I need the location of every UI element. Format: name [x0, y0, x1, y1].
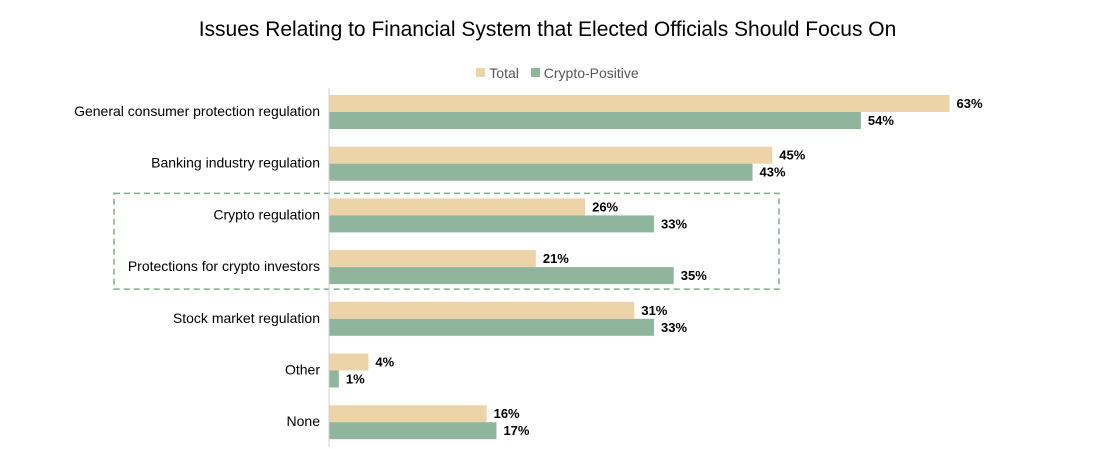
bar-crypto-positive-other — [329, 370, 339, 388]
bar-total-general-consumer-protection-regulation — [329, 95, 950, 112]
bar-crypto-positive-stock-market-regulation — [329, 318, 655, 336]
category-label-other: Other — [285, 362, 320, 378]
bar-crypto-positive-protections-for-crypto-investors — [329, 267, 674, 285]
category-label-stock-market-regulation: Stock market regulation — [173, 310, 320, 326]
category-label-none: None — [287, 413, 321, 429]
data-label-total-crypto-regulation: 26% — [592, 199, 618, 214]
bar-total-crypto-regulation — [329, 198, 586, 216]
data-label-crypto-positive-general-consumer-protection-regulation: 54% — [868, 113, 894, 128]
bar-total-stock-market-regulation — [329, 301, 635, 319]
bar-total-protections-for-crypto-investors — [329, 250, 536, 268]
data-label-total-general-consumer-protection-regulation: 63% — [957, 96, 983, 111]
category-label-crypto-regulation: Crypto regulation — [213, 206, 320, 222]
data-label-crypto-positive-other: 1% — [346, 372, 365, 387]
category-label-protections-for-crypto-investors: Protections for crypto investors — [128, 258, 320, 274]
category-label-general-consumer-protection-regulation: General consumer protection regulation — [74, 103, 320, 119]
data-label-crypto-positive-crypto-regulation: 33% — [661, 216, 687, 231]
data-label-crypto-positive-banking-industry-regulation: 43% — [760, 165, 786, 180]
data-label-total-protections-for-crypto-investors: 21% — [543, 251, 569, 266]
data-label-crypto-positive-protections-for-crypto-investors: 35% — [681, 268, 707, 283]
highlight-box — [113, 192, 780, 290]
bar-crypto-positive-none — [329, 422, 497, 440]
data-label-total-banking-industry-regulation: 45% — [779, 148, 805, 163]
data-label-total-other: 4% — [375, 355, 394, 370]
data-label-total-none: 16% — [494, 406, 520, 421]
data-label-crypto-positive-none: 17% — [503, 423, 529, 438]
chart-title: Issues Relating to Financial System that… — [198, 18, 897, 41]
legend-swatch-crypto-positive — [530, 68, 540, 77]
bar-crypto-positive-crypto-regulation — [329, 215, 655, 233]
bar-crypto-positive-general-consumer-protection-regulation — [329, 112, 861, 129]
legend-label-total: Total — [489, 64, 519, 81]
data-label-crypto-positive-stock-market-regulation: 33% — [661, 320, 687, 335]
legend: Total Crypto-Positive — [0, 64, 1115, 81]
legend-swatch-total — [476, 68, 486, 77]
legend-label-crypto-positive: Crypto-Positive — [543, 64, 639, 81]
bar-total-none — [329, 405, 487, 423]
bar-total-banking-industry-regulation — [329, 146, 773, 164]
bar-total-other — [329, 353, 369, 371]
legend-item-crypto-positive: Crypto-Positive — [530, 64, 639, 81]
bar-crypto-positive-banking-industry-regulation — [329, 163, 753, 181]
data-label-total-stock-market-regulation: 31% — [641, 303, 667, 318]
category-label-banking-industry-regulation: Banking industry regulation — [151, 155, 320, 171]
legend-item-total: Total — [476, 65, 519, 81]
